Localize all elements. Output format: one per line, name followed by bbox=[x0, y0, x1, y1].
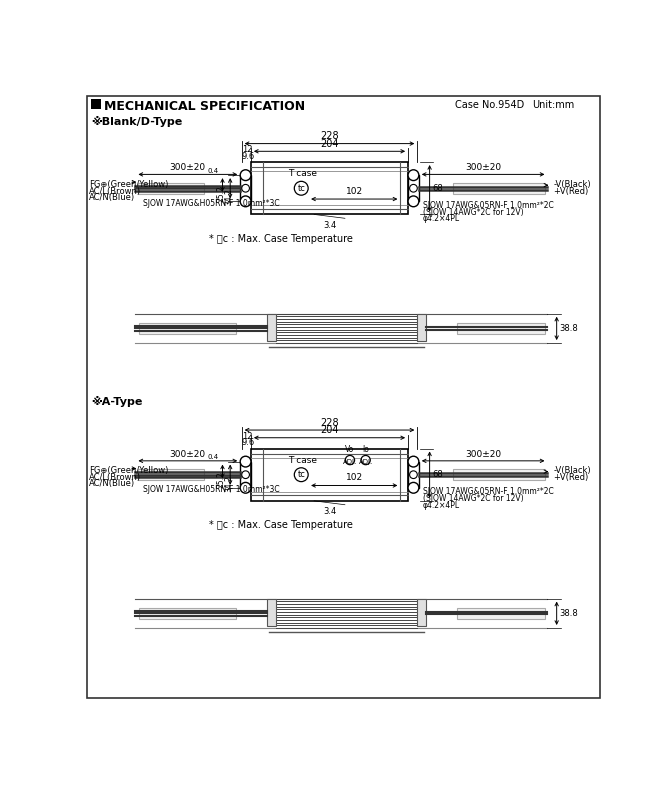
Text: 204: 204 bbox=[320, 425, 339, 435]
Circle shape bbox=[294, 182, 308, 195]
Bar bbox=[251, 449, 408, 501]
Circle shape bbox=[408, 456, 419, 467]
Text: SJOW 17AWG&H05RN-F 1.0mm²*3C: SJOW 17AWG&H05RN-F 1.0mm²*3C bbox=[143, 486, 280, 494]
Text: 68: 68 bbox=[432, 470, 443, 479]
Circle shape bbox=[361, 455, 371, 465]
Bar bbox=[454, 469, 545, 480]
Circle shape bbox=[409, 471, 417, 479]
Text: 9.6: 9.6 bbox=[242, 438, 255, 447]
Circle shape bbox=[408, 170, 419, 181]
Circle shape bbox=[240, 483, 251, 493]
Bar bbox=[251, 162, 408, 215]
Bar bbox=[240, 175, 251, 201]
Bar bbox=[456, 608, 545, 619]
Bar bbox=[138, 468, 204, 481]
Text: (SJOW 14AWG*2C for 12V): (SJOW 14AWG*2C for 12V) bbox=[423, 208, 523, 216]
Circle shape bbox=[408, 196, 419, 207]
Text: FG⊕(Green/Yellow): FG⊕(Green/Yellow) bbox=[89, 466, 169, 476]
Text: 68: 68 bbox=[432, 184, 443, 193]
Text: AC/L(Brown): AC/L(Brown) bbox=[89, 187, 141, 196]
Circle shape bbox=[408, 483, 419, 493]
Text: 228: 228 bbox=[320, 417, 339, 428]
Text: Io: Io bbox=[362, 445, 369, 454]
Bar bbox=[138, 183, 204, 193]
Text: +V(Red): +V(Red) bbox=[553, 473, 589, 483]
Text: 25.2: 25.2 bbox=[216, 472, 225, 488]
Text: Unit:mm: Unit:mm bbox=[532, 100, 574, 110]
Bar bbox=[267, 599, 277, 626]
Text: AC/N(Blue): AC/N(Blue) bbox=[89, 193, 135, 202]
Text: 12: 12 bbox=[242, 145, 252, 154]
Text: Case No.954D: Case No.954D bbox=[455, 100, 525, 110]
Text: SJOW 17AWG&05RN-F 1.0mm²*2C: SJOW 17AWG&05RN-F 1.0mm²*2C bbox=[423, 200, 553, 210]
Bar bbox=[417, 314, 425, 341]
Circle shape bbox=[294, 468, 308, 482]
Bar bbox=[91, 99, 100, 109]
Bar bbox=[139, 323, 237, 334]
Text: (SJOW 14AWG*2C for 12V): (SJOW 14AWG*2C for 12V) bbox=[423, 494, 523, 503]
Bar bbox=[138, 469, 204, 480]
Circle shape bbox=[409, 185, 417, 192]
Text: 9.6: 9.6 bbox=[242, 152, 255, 160]
Text: 0.4: 0.4 bbox=[208, 167, 218, 174]
Text: φ4.2×4PL: φ4.2×4PL bbox=[423, 501, 460, 510]
Text: 300±20: 300±20 bbox=[465, 163, 501, 172]
Text: 0.4: 0.4 bbox=[208, 454, 218, 460]
Bar bbox=[139, 608, 237, 619]
Circle shape bbox=[242, 471, 249, 479]
Circle shape bbox=[240, 456, 251, 467]
Text: 3.4: 3.4 bbox=[323, 221, 336, 230]
Text: 204: 204 bbox=[320, 139, 339, 149]
Text: 102: 102 bbox=[346, 187, 363, 196]
Text: * Ⓣc : Max. Case Temperature: * Ⓣc : Max. Case Temperature bbox=[208, 520, 352, 530]
Circle shape bbox=[345, 455, 354, 465]
Text: φ4.2×4PL: φ4.2×4PL bbox=[423, 215, 460, 223]
Text: 300±20: 300±20 bbox=[465, 450, 501, 458]
Text: * Ⓣc : Max. Case Temperature: * Ⓣc : Max. Case Temperature bbox=[208, 233, 352, 244]
Text: 34.2: 34.2 bbox=[224, 189, 233, 205]
Text: T case: T case bbox=[288, 169, 318, 178]
Text: MECHANICAL SPECIFICATION: MECHANICAL SPECIFICATION bbox=[104, 100, 305, 112]
Text: -V(Black): -V(Black) bbox=[553, 180, 591, 189]
Bar bbox=[408, 175, 419, 201]
Circle shape bbox=[242, 185, 249, 192]
Text: T case: T case bbox=[288, 456, 318, 465]
Text: tc: tc bbox=[297, 470, 305, 479]
Text: tc: tc bbox=[297, 184, 305, 193]
Text: 25.2: 25.2 bbox=[216, 185, 225, 201]
Text: SJOW 17AWG&H05RN-F 1.0mm²*3C: SJOW 17AWG&H05RN-F 1.0mm²*3C bbox=[143, 199, 280, 208]
Text: 228: 228 bbox=[320, 131, 339, 141]
Text: 34.2: 34.2 bbox=[224, 475, 233, 491]
Bar bbox=[417, 599, 425, 626]
Circle shape bbox=[240, 170, 251, 181]
Text: AC/N(Blue): AC/N(Blue) bbox=[89, 479, 135, 488]
Text: Vo: Vo bbox=[345, 445, 354, 454]
Bar bbox=[267, 314, 277, 341]
Text: 300±20: 300±20 bbox=[170, 450, 206, 458]
Bar bbox=[454, 183, 545, 193]
Text: ※A-Type: ※A-Type bbox=[91, 396, 142, 407]
Text: ※Blank/D-Type: ※Blank/D-Type bbox=[91, 116, 182, 127]
Bar bbox=[138, 182, 204, 194]
Text: 38.8: 38.8 bbox=[559, 324, 578, 333]
Text: ADJ.: ADJ. bbox=[358, 458, 373, 465]
Circle shape bbox=[240, 196, 251, 207]
Text: -V(Black): -V(Black) bbox=[553, 466, 591, 476]
Text: 3.4: 3.4 bbox=[323, 507, 336, 516]
Text: 300±20: 300±20 bbox=[170, 163, 206, 172]
Bar bbox=[240, 461, 251, 488]
Text: AC/L(Brown): AC/L(Brown) bbox=[89, 473, 141, 482]
Text: ADJ.: ADJ. bbox=[343, 458, 357, 465]
Bar bbox=[456, 323, 545, 334]
Text: 12: 12 bbox=[242, 432, 252, 441]
Text: FG⊕(Green/Yellow): FG⊕(Green/Yellow) bbox=[89, 180, 169, 189]
Text: SJOW 17AWG&05RN-F 1.0mm²*2C: SJOW 17AWG&05RN-F 1.0mm²*2C bbox=[423, 487, 553, 496]
Bar bbox=[408, 461, 419, 488]
Text: 38.8: 38.8 bbox=[559, 609, 578, 618]
Text: 102: 102 bbox=[346, 473, 363, 483]
Text: +V(Red): +V(Red) bbox=[553, 187, 589, 196]
